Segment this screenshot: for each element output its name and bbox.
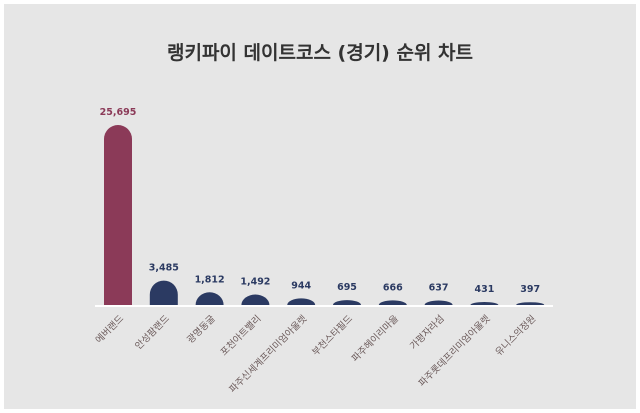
x-tick-label: 가평자라섬 — [408, 313, 447, 352]
bar — [378, 300, 407, 305]
bar — [195, 292, 224, 305]
x-tick-label: 파주헤이리마을 — [349, 312, 401, 364]
x-tick-label: 유니스의정원 — [493, 313, 538, 358]
bar — [241, 294, 270, 305]
data-label: 431 — [474, 284, 494, 295]
x-tick-label: 안성팜랜드 — [133, 313, 172, 352]
bar — [516, 302, 545, 305]
x-tick-label: 광명동굴 — [185, 312, 218, 345]
data-label: 695 — [337, 282, 357, 293]
data-label: 397 — [520, 284, 540, 295]
data-label: 944 — [291, 280, 311, 291]
x-tick-label: 포천아트밸리 — [219, 313, 264, 358]
bar — [424, 300, 453, 305]
data-label: 25,695 — [100, 107, 137, 118]
bar — [104, 125, 132, 305]
data-label: 1,492 — [240, 277, 270, 288]
x-tick-label: 부천스타필드 — [310, 312, 356, 358]
x-tick-label: 에버랜드 — [94, 313, 127, 346]
data-label: 666 — [383, 282, 403, 293]
bar — [333, 300, 361, 305]
bar — [287, 298, 316, 305]
x-tick-label: 파주신세계프리미엄아울렛 — [227, 312, 310, 395]
data-label: 1,812 — [195, 274, 225, 285]
bar — [470, 301, 499, 305]
data-label: 637 — [429, 283, 449, 294]
chart-title: 랭키파이 데이트코스 (경기) 순위 차트 — [166, 42, 474, 64]
bar — [149, 280, 178, 305]
data-label: 3,485 — [149, 263, 179, 274]
